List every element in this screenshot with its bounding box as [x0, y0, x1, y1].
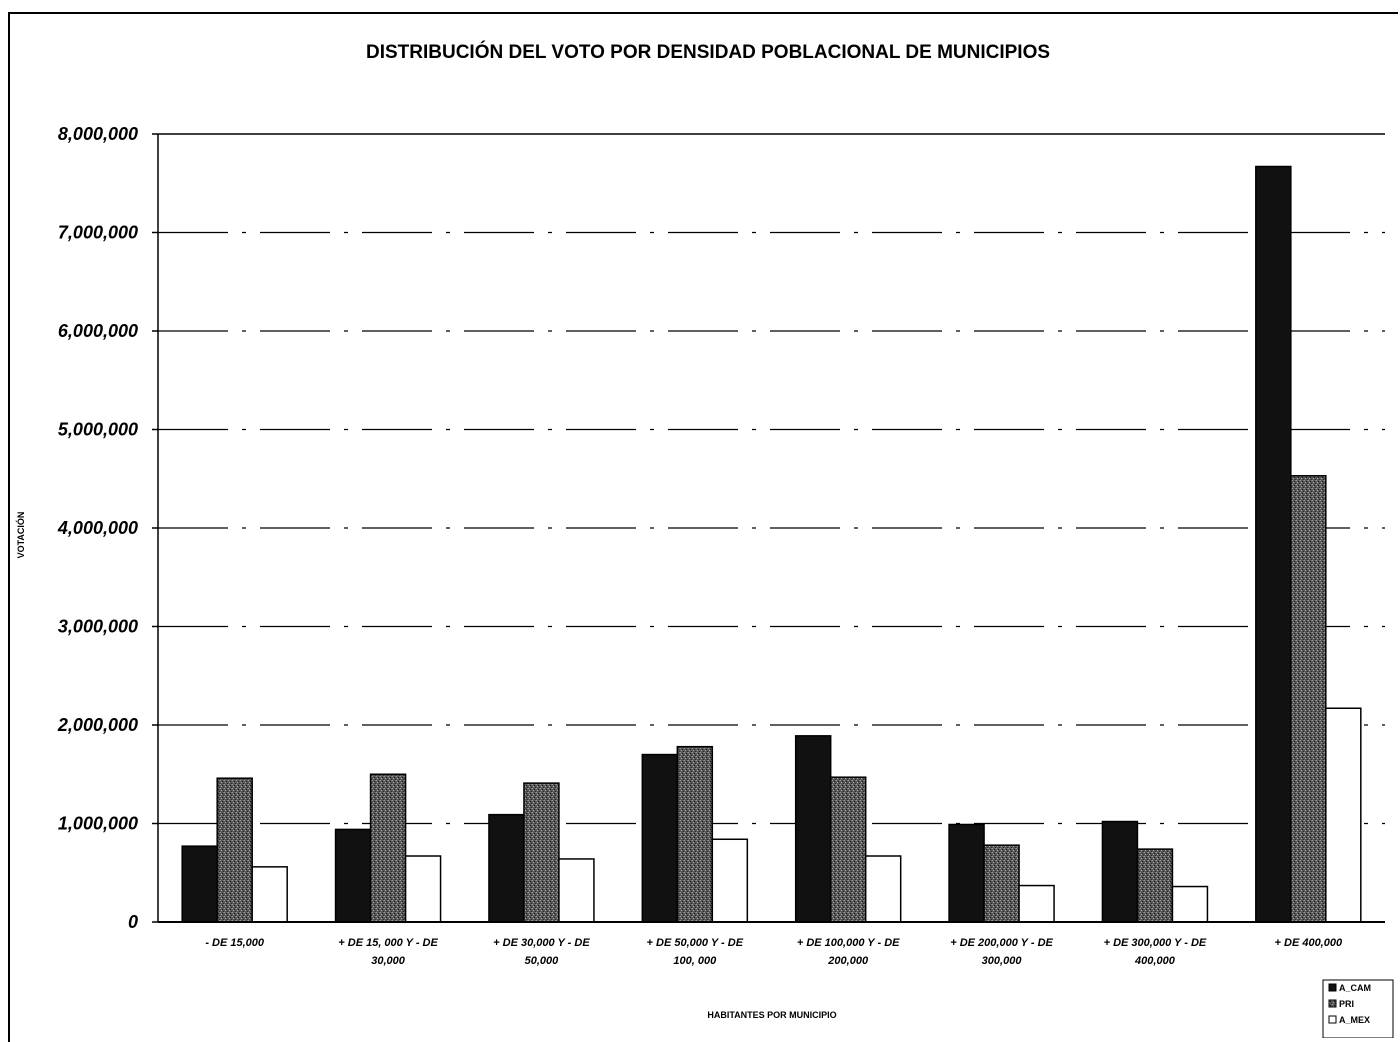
bar-a-cam — [641, 753, 679, 923]
x-tick-label: + DE 300,000 Y - DE — [1104, 937, 1207, 949]
bar-a-mex — [404, 855, 442, 923]
bar-a-cam — [181, 845, 218, 923]
y-tick-label: 3,000,000 — [58, 617, 138, 637]
x-tick-label: + DE 50,000 Y - DE — [647, 937, 744, 949]
x-tick-label: - DE 15,000 — [205, 937, 265, 949]
bar-a-cam — [488, 813, 525, 923]
x-tick-label: 30,000 — [371, 955, 406, 967]
bar-a-cam — [1255, 165, 1292, 923]
y-tick-label: 6,000,000 — [58, 321, 138, 341]
bar-a-mex — [558, 858, 595, 923]
x-tick-label: 50,000 — [525, 955, 560, 967]
bar-a-mex — [1171, 885, 1209, 923]
x-tick-label: + DE 30,000 Y - DE — [493, 937, 590, 949]
bar-a-cam — [948, 823, 985, 923]
bar-pri — [369, 773, 407, 923]
bar-pri — [983, 844, 1020, 923]
legend-label: A_CAM — [1339, 983, 1371, 993]
x-tick-label: 200,000 — [827, 955, 869, 967]
x-tick-label: + DE 200,000 Y - DE — [950, 937, 1053, 949]
x-tick-label: 300,000 — [982, 955, 1023, 967]
chart-title: DISTRIBUCIÓN DEL VOTO POR DENSIDAD POBLA… — [366, 41, 1050, 63]
y-tick-label: 5,000,000 — [58, 420, 138, 440]
x-tick-label: + DE 15, 000 Y - DE — [338, 937, 438, 949]
y-tick-label: 7,000,000 — [58, 223, 138, 243]
bar-a-mex — [251, 866, 288, 923]
bar-a-mex — [1018, 884, 1055, 923]
bar-pri — [1290, 475, 1327, 923]
x-tick-label: 100, 000 — [673, 955, 717, 967]
x-tick-label: + DE 400,000 — [1275, 937, 1343, 949]
bar-a-cam — [1101, 820, 1139, 923]
bar-pri — [216, 777, 253, 923]
legend-swatch — [1328, 1015, 1337, 1024]
y-tick-label: 2,000,000 — [57, 715, 138, 735]
x-tick-label: 400,000 — [1134, 955, 1176, 967]
bar-pri — [829, 776, 867, 923]
bar-a-mex — [1325, 707, 1362, 923]
bar-pri — [676, 745, 714, 923]
y-axis-label: VOTACIÓN — [15, 512, 26, 559]
bar-a-cam — [794, 735, 832, 923]
bar-pri — [523, 782, 560, 923]
legend-swatch — [1328, 983, 1337, 992]
bar-pri — [1136, 848, 1174, 923]
bar-a-cam — [334, 828, 372, 923]
x-tick-label: + DE 100,000 Y - DE — [797, 937, 900, 949]
y-tick-label: 0 — [128, 912, 138, 932]
legend-swatch — [1328, 999, 1337, 1008]
x-axis-label: HABITANTES POR MUNICIPIO — [707, 1010, 836, 1020]
chart-frame — [8, 12, 1398, 1042]
y-tick-label: 1,000,000 — [58, 814, 138, 834]
legend-label: PRI — [1339, 999, 1354, 1009]
plot-area: 0 1,000,000 2,000,000 3,000,000 4,000,000 5,0… — [57, 124, 1385, 967]
y-tick-label: 4,000,000 — [57, 518, 138, 538]
legend-label: A_MEX — [1339, 1015, 1370, 1025]
bar-a-mex — [711, 838, 749, 923]
legend: A_CAM PRI A_MEX — [1322, 979, 1394, 1038]
y-tick-label: 8,000,000 — [58, 124, 138, 144]
bar-a-mex — [864, 855, 902, 923]
